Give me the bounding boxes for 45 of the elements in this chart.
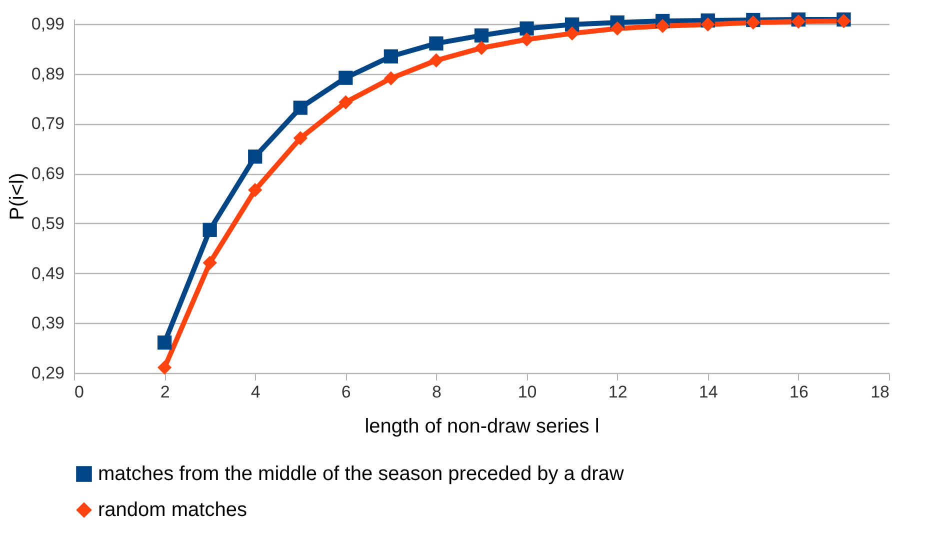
point bbox=[293, 100, 308, 115]
x-tick-label: 12 bbox=[608, 382, 628, 402]
point bbox=[384, 49, 398, 64]
y-tick-label: 0,29 bbox=[31, 364, 64, 382]
x-tick-label: 10 bbox=[518, 382, 537, 402]
x-tick-label: 4 bbox=[250, 382, 260, 402]
point bbox=[564, 26, 580, 41]
y-axis-title: P(i<l) bbox=[6, 172, 28, 220]
point bbox=[338, 70, 353, 85]
y-tick-label: 0,89 bbox=[31, 64, 64, 84]
x-tick-label: 2 bbox=[160, 382, 170, 402]
point bbox=[429, 36, 444, 50]
point bbox=[248, 150, 262, 164]
y-tick-label: 0,49 bbox=[31, 264, 64, 283]
legend-label: matches from the middle of the season preceded by a draw bbox=[98, 463, 624, 485]
point bbox=[474, 28, 489, 43]
x-tick-label: 0 bbox=[74, 382, 84, 402]
x-axis-title: length of non-draw series l bbox=[364, 416, 600, 438]
point bbox=[202, 222, 217, 237]
point bbox=[338, 95, 353, 110]
point bbox=[610, 21, 624, 36]
point bbox=[248, 182, 262, 198]
y-tick-label: 0,69 bbox=[31, 164, 64, 184]
point bbox=[157, 360, 172, 375]
y-tick-label: 0,59 bbox=[31, 214, 64, 233]
x-tick-label: 8 bbox=[432, 382, 442, 402]
point bbox=[202, 256, 217, 270]
point bbox=[746, 15, 760, 30]
point bbox=[656, 18, 670, 34]
x-tick-label: 18 bbox=[870, 382, 890, 402]
point bbox=[520, 21, 534, 36]
y-tick-label: 0,79 bbox=[31, 114, 64, 134]
x-tick-label: 14 bbox=[698, 382, 718, 402]
point bbox=[157, 336, 172, 350]
point bbox=[293, 131, 308, 146]
point bbox=[474, 40, 489, 55]
point bbox=[429, 53, 444, 68]
x-tick-label: 16 bbox=[789, 382, 808, 402]
point bbox=[520, 32, 534, 47]
point bbox=[384, 71, 398, 86]
y-tick-label: 0,39 bbox=[31, 314, 64, 333]
x-tick-label: 6 bbox=[341, 382, 351, 402]
y-tick-label: 0,99 bbox=[31, 14, 64, 34]
legend-label: random matches bbox=[98, 499, 247, 521]
point bbox=[700, 17, 715, 32]
